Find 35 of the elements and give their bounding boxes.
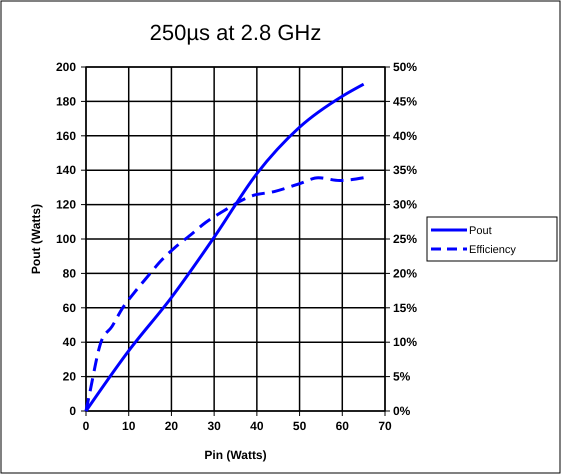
y2-tick-label: 30% [393,198,418,212]
y2-tick-label: 15% [393,300,418,315]
y2-tick-label: 10% [393,335,418,350]
y2-tick-label: 5% [393,370,411,384]
y-tick-label: 100 [56,232,76,246]
y-axis-title: Pout (Watts) [29,204,43,274]
y-tick-label: 140 [56,163,76,178]
chart-title: 250µs at 2.8 GHz [150,20,322,45]
y-tick-label: 120 [56,198,76,212]
y-tick-label: 160 [56,128,76,143]
y2-tick-label: 35% [393,163,418,178]
y2-tick-label: 40% [393,128,418,143]
x-tick-label: 0 [82,419,90,433]
legend-label: Pout [469,225,492,237]
x-tick-label: 60 [336,419,350,433]
y-tick-label: 200 [56,60,76,74]
y2-tick-label: 20% [393,266,418,280]
x-axis-title: Pin (Watts) [204,448,267,462]
x-tick-label: 30 [207,419,222,433]
y2-tick-label: 0% [393,404,411,418]
y2-tick-label: 25% [393,232,418,246]
x-tick-label: 20 [164,419,178,433]
y-tick-label: 40 [62,335,76,350]
x-tick-label: 70 [378,419,392,433]
x-tick-label: 10 [122,419,136,433]
y-tick-label: 0 [69,404,76,418]
y-tick-label: 180 [56,94,76,108]
x-tick-label: 40 [250,419,264,433]
legend-label: Efficiency [469,244,516,256]
y-tick-label: 20 [62,370,76,384]
y2-tick-label: 50% [393,60,418,74]
x-tick-label: 50 [292,419,307,433]
y2-tick-label: 45% [393,94,418,108]
y-tick-label: 80 [62,266,76,280]
y-tick-label: 60 [62,300,76,315]
